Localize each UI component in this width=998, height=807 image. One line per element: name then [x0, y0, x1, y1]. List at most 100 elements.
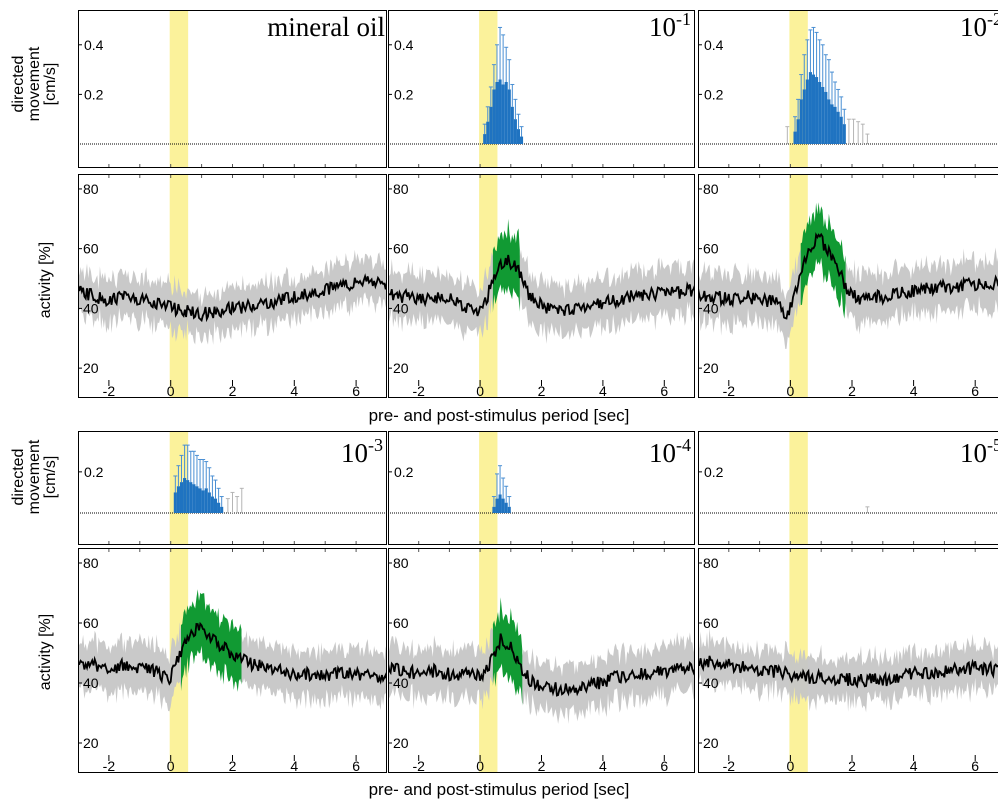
x-tick-label: -2	[412, 383, 425, 399]
movement-bar	[803, 89, 806, 144]
movement-bar	[809, 72, 812, 144]
movement-bar	[192, 484, 195, 513]
x-tick-label: 6	[352, 383, 360, 399]
x-tick-label: 4	[599, 758, 607, 774]
x-tick-label: -2	[723, 758, 736, 774]
movement-bar	[793, 132, 796, 144]
concentration-base: 10	[341, 438, 368, 468]
concentration-base: 10	[960, 12, 987, 42]
x-tick-label: -2	[103, 758, 116, 774]
y-tick-label: 20	[703, 735, 719, 751]
movement-bar	[508, 89, 511, 144]
x-axis-label-top: pre- and post-stimulus period [sec]	[0, 406, 998, 426]
movement-frame	[699, 432, 998, 545]
x-tick-label: 2	[538, 383, 546, 399]
movement-bar	[505, 82, 508, 144]
y-tick-label: 60	[703, 615, 719, 631]
x-tick-label: 4	[290, 758, 298, 774]
y-tick-label: 20	[393, 360, 409, 376]
x-tick-label: 2	[848, 758, 856, 774]
movement-bar	[489, 107, 492, 144]
y-tick-label: 0.2	[84, 86, 104, 102]
movement-bar	[486, 122, 489, 144]
movement-bar	[843, 124, 846, 144]
movement-bar	[511, 107, 514, 144]
y-tick-label: 40	[703, 300, 719, 316]
x-tick-label: -2	[103, 383, 116, 399]
y-tick-label: 40	[393, 300, 409, 316]
movement-bar	[837, 112, 840, 144]
concentration-exponent: -4	[676, 435, 691, 455]
y-tick-label: 80	[83, 181, 99, 197]
concentration-label: mineral oil	[267, 12, 385, 42]
y-tick-label: 20	[393, 735, 409, 751]
x-tick-label: 0	[787, 383, 795, 399]
movement-bar	[492, 89, 495, 144]
concentration-base: 10	[649, 438, 676, 468]
movement-bar	[800, 99, 803, 144]
x-tick-label: 0	[787, 758, 795, 774]
stimulus-window	[789, 431, 807, 545]
movement-bar	[177, 486, 180, 513]
movement-bar	[499, 80, 502, 144]
movement-bar	[183, 478, 186, 513]
x-tick-label: 2	[229, 383, 237, 399]
x-tick-label: 6	[660, 758, 668, 774]
concentration-label: 10-3	[341, 435, 383, 468]
movement-bar	[827, 99, 830, 144]
y-tick-label: 60	[83, 615, 99, 631]
y-tick-label: 40	[393, 675, 409, 691]
movement-bar	[195, 486, 198, 513]
movement-bar	[508, 507, 511, 513]
movement-bar	[214, 499, 217, 513]
y-tick-label: 80	[393, 181, 409, 197]
movement-bar	[821, 87, 824, 144]
y-tick-label: 0.2	[84, 464, 104, 480]
movement-y-label-top: directed movement [cm/s]	[11, 39, 59, 129]
concentration-exponent: -2	[987, 9, 998, 29]
x-tick-label: 4	[290, 383, 298, 399]
y-tick-label: 0.2	[704, 86, 724, 102]
x-tick-label: 0	[167, 758, 175, 774]
movement-bar	[514, 119, 517, 144]
concentration-exponent: -1	[676, 9, 691, 29]
concentration-exponent: -3	[368, 435, 383, 455]
y-tick-label: 80	[703, 555, 719, 571]
x-tick-label: 2	[848, 383, 856, 399]
activity-panel-7: 20 40 60 80 -2 0 2 4 6	[388, 174, 695, 399]
x-tick-label: 4	[599, 383, 607, 399]
y-tick-label: 80	[83, 555, 99, 571]
y-tick-label: 40	[83, 675, 99, 691]
y-tick-label: 80	[703, 181, 719, 197]
x-tick-label: 6	[660, 383, 668, 399]
x-tick-label: 4	[910, 383, 918, 399]
x-tick-label: 0	[476, 383, 484, 399]
movement-bar	[492, 507, 495, 513]
movement-bar	[499, 494, 502, 513]
movement-bar	[205, 488, 208, 513]
x-axis-label-bottom: pre- and post-stimulus period [sec]	[0, 780, 998, 800]
movement-bar	[483, 134, 486, 144]
movement-bar	[815, 77, 818, 144]
concentration-label: 10-1	[649, 9, 691, 42]
movement-bar	[520, 137, 523, 144]
movement-bar	[495, 82, 498, 144]
movement-bar	[517, 129, 520, 144]
x-tick-label: 0	[167, 383, 175, 399]
y-tick-label: 0.2	[704, 464, 724, 480]
x-tick-label: 2	[229, 758, 237, 774]
y-tick-label: 20	[83, 360, 99, 376]
movement-panel-5: 0.2	[698, 431, 998, 545]
movement-bar	[818, 82, 821, 144]
movement-bar	[806, 80, 809, 144]
movement-bar	[217, 503, 220, 513]
x-tick-label: 0	[476, 758, 484, 774]
concentration-label: 10-4	[649, 435, 691, 468]
y-tick-label: 60	[393, 241, 409, 257]
movement-bar	[199, 488, 202, 513]
y-tick-label: 20	[703, 360, 719, 376]
movement-bar	[174, 492, 177, 513]
movement-bar	[208, 492, 211, 513]
